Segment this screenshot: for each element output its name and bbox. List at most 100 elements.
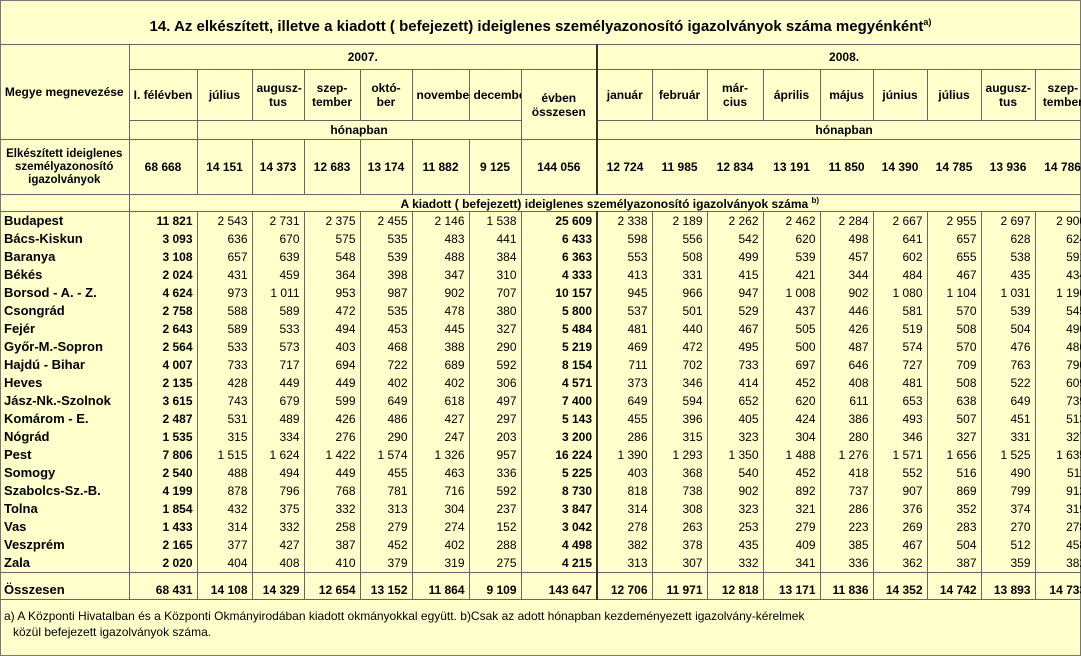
col-header-2008: szep-tember (1042, 81, 1081, 109)
table-cell: 694 (304, 356, 361, 374)
table-cell: 263 (651, 518, 708, 536)
table-cell: 519 (872, 320, 928, 338)
table-cell: 373 (596, 374, 653, 392)
table-row: Fejér 2 643 589 533 494 453 445 327 5 484 481 440 4… (0, 320, 1081, 338)
table-cell: 657 (197, 248, 253, 266)
table-cell: 402 (412, 536, 470, 554)
table-cell: 341 (762, 554, 821, 573)
total-value: 12 706 (596, 572, 653, 600)
prepared-value: 144 056 (521, 139, 598, 195)
table-cell: 646 (819, 356, 874, 374)
table-cell: 6 363 (521, 248, 598, 266)
table-cell: 314 (197, 518, 253, 536)
issued-title-cell: A kiadott ( befejezett) ideiglenes szemé… (129, 194, 1081, 212)
table-cell: 386 (819, 410, 874, 428)
col-header-2008: április (763, 69, 821, 121)
table-cell: 945 (596, 284, 653, 302)
table-cell: 286 (596, 428, 653, 446)
table-row: Heves 2 135 428 449 449 402 402 306 4 571 373 346 4… (0, 374, 1081, 392)
table-cell: 657 (926, 230, 982, 248)
page-title: 14. Az elkészített, illetve a kiadott ( … (0, 0, 1081, 44)
table-cell: 396 (651, 410, 708, 428)
table-cell: 553 (596, 248, 653, 266)
table-cell: 907 (872, 482, 928, 500)
table-cell: 279 (360, 518, 413, 536)
table-cell: 478 (412, 302, 470, 320)
table-cell: 455 (596, 410, 653, 428)
table-cell: 973 (197, 284, 253, 302)
table-cell: 435 (980, 266, 1036, 284)
table-cell: 1 656 (926, 446, 982, 464)
table-cell: 537 (596, 302, 653, 320)
table-cell: 398 (360, 266, 413, 284)
table-cell: 297 (469, 410, 522, 428)
county-label-header: Megye megnevezése (0, 44, 130, 140)
table-cell: 8 730 (521, 482, 598, 500)
table-cell: 573 (252, 338, 305, 356)
county-name: Szabolcs-Sz.-B. (0, 482, 130, 500)
county-name: Veszprém (0, 536, 130, 554)
table-cell: 552 (872, 464, 928, 482)
footnote-line-1: a) A Központi Hivatalban és a Központi O… (4, 609, 805, 623)
table-cell: 352 (926, 500, 982, 518)
table-cell: 717 (252, 356, 305, 374)
table-cell: 331 (651, 266, 708, 284)
county-name: Csongrád (0, 302, 130, 320)
table-cell: 493 (872, 410, 928, 428)
table-cell: 3 042 (521, 518, 598, 536)
table-cell: 223 (819, 518, 874, 536)
table-cell: 653 (872, 392, 928, 410)
table-cell: 494 (304, 320, 361, 338)
col-header-2007: december (469, 69, 522, 121)
table-cell: 387 (304, 536, 361, 554)
table-cell: 378 (651, 536, 708, 554)
table-cell: 497 (469, 392, 522, 410)
table-cell: 539 (762, 248, 821, 266)
table-cell: 427 (412, 410, 470, 428)
county-name: Baranya (0, 248, 130, 266)
table-cell: 4 498 (521, 536, 598, 554)
table-cell: 364 (304, 266, 361, 284)
col-header-2007: augusz-tus (252, 69, 305, 121)
table-cell: 2 338 (596, 211, 653, 230)
table-cell: 598 (596, 230, 653, 248)
table-cell: 5 225 (521, 464, 598, 482)
table-cell: 2 955 (926, 211, 982, 230)
total-value: 11 836 (819, 572, 874, 600)
table-cell: 639 (252, 248, 305, 266)
table-cell: 488 (197, 464, 253, 482)
table-cell: 869 (926, 482, 982, 500)
table-row: Vas 1 433 314 332 258 279 274 152 3 042 278 263 253… (0, 518, 1081, 536)
table-cell: 591 (1034, 248, 1081, 266)
table-row: Győr-M.-Sopron 2 564 533 573 403 468 388 290 5 2… (0, 338, 1081, 356)
table-cell: 641 (872, 230, 928, 248)
table-cell: 947 (706, 284, 764, 302)
prepared-value: 14 151 (197, 139, 253, 195)
table-cell: 434 (1034, 266, 1081, 284)
table-cell: 2 487 (129, 410, 198, 428)
table-cell: 652 (706, 392, 764, 410)
table-cell: 11 821 (129, 211, 198, 230)
table-cell: 2 455 (360, 211, 413, 230)
table-cell: 539 (360, 248, 413, 266)
table-cell: 533 (252, 320, 305, 338)
title-text: 14. Az elkészített, illetve a kiadott ( … (149, 18, 924, 35)
table-cell: 449 (252, 374, 305, 392)
table-cell: 382 (596, 536, 653, 554)
issued-title-row: A kiadott ( befejezett) ideiglenes szemé… (0, 194, 1081, 212)
prepared-value: 14 390 (873, 139, 928, 195)
table-cell: 1 854 (129, 500, 198, 518)
col-header-2008: augusz-tus (981, 69, 1036, 121)
prepared-value: 13 936 (981, 139, 1036, 195)
county-name: Békés (0, 266, 130, 284)
col-header-2007: július (197, 69, 253, 121)
month-unit-2007: hónapban (197, 120, 522, 140)
table-row: Békés 2 024 431 459 364 398 347 310 4 333 413 331 4… (0, 266, 1081, 284)
table-cell: 452 (762, 374, 821, 392)
table-cell: 280 (819, 428, 874, 446)
table-cell: 449 (304, 464, 361, 482)
table-cell: 490 (1034, 320, 1081, 338)
table-row: Borsod - A. - Z. 4 624 973 1 011 953 987 902 70… (0, 284, 1081, 302)
table-cell: 321 (762, 500, 821, 518)
table-cell: 912 (1034, 482, 1081, 500)
